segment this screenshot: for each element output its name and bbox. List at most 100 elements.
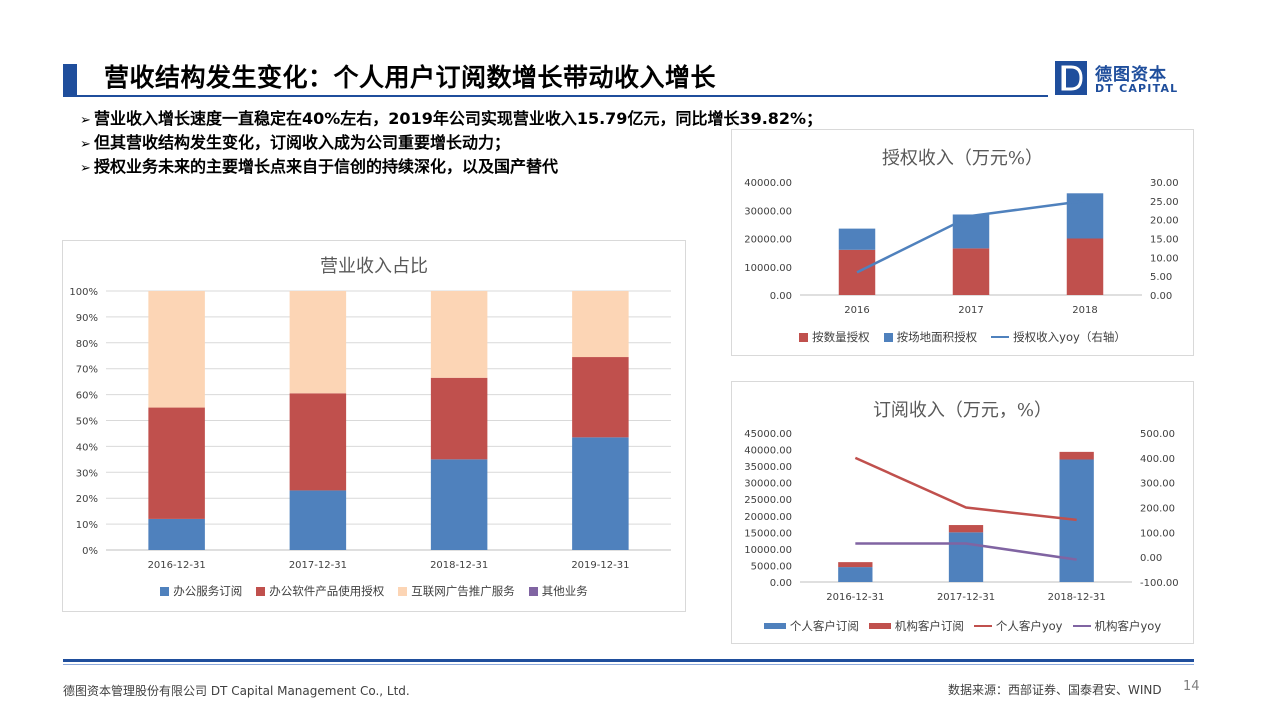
series-line — [856, 199, 1086, 274]
y-tick-label: 90% — [76, 313, 98, 324]
legend-swatch-icon — [160, 586, 170, 596]
y-tick-label: 40000.00 — [744, 446, 792, 457]
revenue-share-plot: 0% 10% 20% 30% 40% 50% 60% 70% 80% 90% 100% 2016-12… — [69, 287, 671, 571]
legend-item: 机构客户yoy — [1072, 618, 1162, 634]
revenue-share-chart: 营业收入占比 0% 10% 20% 30% 40% 50% 60% 70% 80% 90% 100%… — [62, 240, 686, 612]
legend-label: 机构客户yoy — [1094, 619, 1162, 633]
logo-text-cn: 德图资本 — [1095, 65, 1167, 85]
legend-label: 按场地面积授权 — [896, 330, 978, 344]
x-tick-label: 2017 — [958, 305, 983, 316]
y-tick-label: 30000.00 — [744, 479, 792, 490]
x-tick-label: 2017-12-31 — [937, 592, 995, 603]
bar-segment — [1059, 459, 1094, 582]
y2-tick-label: 100.00 — [1140, 528, 1175, 539]
legend-label: 办公软件产品使用授权 — [269, 584, 385, 598]
x-tick-label: 2016 — [844, 305, 869, 316]
y-tick-label: 10000.00 — [744, 545, 792, 556]
y-tick-label: 45000.00 — [744, 429, 792, 440]
legend-swatch-icon — [883, 332, 893, 342]
bullet-marker-icon: ➢ — [80, 161, 91, 176]
y-tick-label: 60% — [76, 391, 98, 402]
y-tick-label: 20000.00 — [744, 512, 792, 523]
x-tick-label: 2018 — [1072, 305, 1097, 316]
footer-rule-thin — [63, 664, 1194, 665]
chart-legend: 个人客户订阅 机构客户订阅 个人客户yoy 机构客户yoy — [732, 618, 1193, 634]
legend-swatch-icon — [398, 586, 408, 596]
bullet-text: 营业收入增长速度一直稳定在40%左右，2019年公司实现营业收入15.79亿元，… — [94, 109, 823, 128]
x-tick-label: 2016-12-31 — [148, 560, 206, 571]
legend-swatch-icon — [763, 623, 786, 629]
y2-tick-label: 400.00 — [1140, 454, 1175, 465]
y-tick-label: 50% — [76, 417, 98, 428]
logo-d-icon — [1055, 61, 1087, 95]
bar-segment — [952, 214, 990, 249]
y-tick-label: 40000.00 — [744, 178, 792, 189]
bar-segment — [289, 291, 347, 394]
legend-item: 按数量授权 — [799, 329, 870, 345]
x-tick-label: 2018-12-31 — [1048, 592, 1106, 603]
x-tick-label: 2017-12-31 — [289, 560, 347, 571]
legend-item: 其他业务 — [528, 583, 588, 599]
chart-legend: 按数量授权 按场地面积授权 授权收入yoy（右轴） — [732, 329, 1193, 345]
y-tick-label: 0.00 — [770, 578, 792, 589]
legend-label: 个人客户yoy — [995, 619, 1063, 633]
y2-tick-label: 20.00 — [1150, 216, 1179, 227]
legend-item: 按场地面积授权 — [883, 329, 978, 345]
footer-rule — [63, 659, 1194, 662]
bar-segment — [289, 490, 347, 550]
bar-segment — [572, 357, 629, 438]
y2-tick-label: -100.00 — [1140, 578, 1179, 589]
y2-tick-label: 0.00 — [1140, 553, 1162, 564]
license-revenue-plot: 0.00 10000.00 20000.00 30000.00 40000.00 0.00… — [744, 178, 1179, 316]
y2-tick-label: 0.00 — [1150, 291, 1172, 302]
x-tick-label: 2019-12-31 — [571, 560, 629, 571]
series-line — [854, 456, 1077, 522]
bullet-item: ➢ 授权业务未来的主要增长点来自于信创的持续深化，以及国产替代 — [80, 156, 822, 180]
bar-segment — [838, 562, 873, 568]
legend-swatch-icon — [256, 586, 266, 596]
y-tick-label: 35000.00 — [744, 462, 792, 473]
series-line — [855, 542, 1077, 561]
legend-swatch-icon — [799, 332, 809, 342]
chart-title: 订阅收入（万元，%） — [872, 400, 1053, 421]
bar-segment — [948, 532, 984, 582]
bullet-text: 但其营收结构发生变化，订阅收入成为公司重要增长动力； — [94, 133, 511, 152]
y-tick-label: 15000.00 — [744, 528, 792, 539]
bar-segment — [430, 377, 488, 460]
logo-text-en: DT CAPITAL — [1095, 82, 1179, 95]
bar-segment — [1066, 238, 1104, 295]
y2-tick-label: 25.00 — [1150, 197, 1179, 208]
bar-segment — [838, 567, 873, 582]
bullet-marker-icon: ➢ — [80, 113, 91, 128]
footer-company: 德图资本管理股份有限公司 DT Capital Management Co., … — [63, 684, 410, 698]
page-number: 14 — [1183, 679, 1200, 694]
legend-line-icon — [1072, 625, 1091, 627]
bullet-marker-icon: ➢ — [80, 137, 91, 152]
legend-label: 其他业务 — [541, 584, 588, 598]
legend-line-icon — [973, 625, 992, 627]
bullet-list: ➢ 营业收入增长速度一直稳定在40%左右，2019年公司实现营业收入15.79亿元… — [80, 108, 822, 180]
legend-item: 办公软件产品使用授权 — [256, 583, 384, 599]
company-logo: 德图资本 DT CAPITAL — [1055, 61, 1195, 97]
y-tick-label: 10000.00 — [744, 263, 792, 274]
y-tick-label: 100% — [69, 287, 98, 298]
y-tick-label: 30000.00 — [744, 206, 792, 217]
y2-tick-label: 200.00 — [1140, 504, 1175, 515]
y-tick-label: 0% — [82, 546, 98, 557]
legend-label: 机构客户订阅 — [894, 619, 964, 633]
y2-tick-label: 30.00 — [1150, 178, 1179, 189]
y-tick-label: 5000.00 — [751, 561, 792, 572]
y-tick-label: 0.00 — [770, 291, 792, 302]
bar-segment — [838, 228, 876, 250]
x-tick-label: 2016-12-31 — [826, 592, 884, 603]
license-revenue-chart: 授权收入（万元%） 0.00 10000.00 20000.00 30000.00 40… — [731, 129, 1194, 356]
y-tick-label: 80% — [76, 339, 98, 350]
chart-title: 授权收入（万元%） — [881, 148, 1044, 169]
y-tick-label: 40% — [76, 442, 98, 453]
bar-segment — [572, 291, 629, 358]
y-tick-label: 20% — [76, 494, 98, 505]
y-tick-label: 20000.00 — [744, 235, 792, 246]
legend-label: 授权收入yoy（右轴） — [1013, 330, 1126, 344]
legend-swatch-icon — [868, 623, 891, 629]
legend-item: 授权收入yoy（右轴） — [991, 329, 1126, 345]
